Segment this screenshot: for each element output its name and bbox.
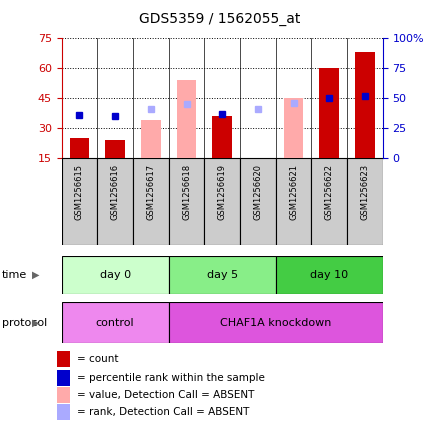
Text: GSM1256619: GSM1256619	[218, 164, 227, 220]
Bar	[57, 351, 70, 367]
Bar	[62, 158, 97, 245]
Text: = count: = count	[77, 354, 118, 364]
Text: GSM1256622: GSM1256622	[325, 164, 334, 220]
Text: GSM1256618: GSM1256618	[182, 164, 191, 220]
Text: day 0: day 0	[99, 270, 131, 280]
Text: GSM1256617: GSM1256617	[147, 164, 155, 220]
Text: GSM1256620: GSM1256620	[253, 164, 262, 220]
Bar	[97, 158, 133, 245]
Bar	[177, 80, 196, 158]
Text: time: time	[2, 270, 27, 280]
Bar	[133, 158, 169, 245]
Bar	[57, 404, 70, 420]
Text: protocol: protocol	[2, 318, 48, 327]
Bar	[70, 138, 89, 158]
Bar	[62, 256, 169, 294]
Text: GDS5359 / 1562055_at: GDS5359 / 1562055_at	[139, 12, 301, 26]
Bar	[276, 256, 383, 294]
Text: GSM1256621: GSM1256621	[289, 164, 298, 220]
Text: GSM1256615: GSM1256615	[75, 164, 84, 220]
Text: GSM1256623: GSM1256623	[360, 164, 370, 220]
Bar	[284, 98, 304, 158]
Text: ▶: ▶	[32, 318, 40, 327]
Bar	[105, 140, 125, 158]
Text: control: control	[96, 318, 135, 327]
Bar	[355, 52, 375, 158]
Bar	[169, 302, 383, 343]
Bar	[240, 158, 276, 245]
Bar	[169, 256, 276, 294]
Bar	[141, 120, 161, 158]
Bar	[57, 387, 70, 403]
Text: = percentile rank within the sample: = percentile rank within the sample	[77, 373, 265, 383]
Bar	[276, 158, 312, 245]
Bar	[57, 370, 70, 386]
Text: ▶: ▶	[32, 270, 40, 280]
Text: = value, Detection Call = ABSENT: = value, Detection Call = ABSENT	[77, 390, 254, 400]
Bar	[312, 158, 347, 245]
Bar	[347, 158, 383, 245]
Bar	[62, 302, 169, 343]
Bar	[169, 158, 204, 245]
Text: GSM1256616: GSM1256616	[110, 164, 120, 220]
Bar	[204, 158, 240, 245]
Text: day 5: day 5	[207, 270, 238, 280]
Text: day 10: day 10	[310, 270, 348, 280]
Text: = rank, Detection Call = ABSENT: = rank, Detection Call = ABSENT	[77, 407, 249, 417]
Bar	[213, 116, 232, 158]
Bar	[319, 68, 339, 158]
Text: CHAF1A knockdown: CHAF1A knockdown	[220, 318, 331, 327]
